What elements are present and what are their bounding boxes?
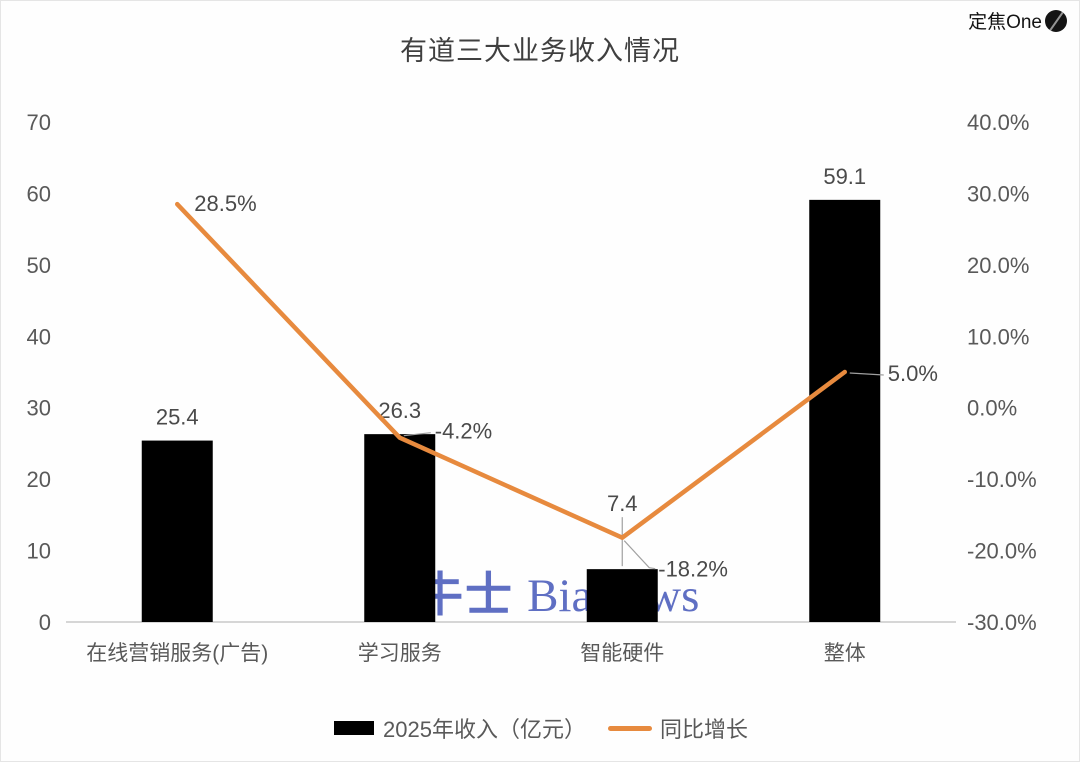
right-axis-tick-label: 0.0% [967,396,1017,421]
left-axis-tick-label: 50 [27,253,51,278]
revenue-bar [364,434,436,622]
growth-value-label: -4.2% [435,419,492,444]
category-label: 智能硬件 [580,642,664,665]
growth-value-label: 5.0% [888,361,938,386]
dingjiao-logo-icon [1045,9,1067,32]
brand-name: 定焦One [968,12,1042,33]
left-axis-tick-label: 60 [27,181,51,206]
right-axis-tick-label: 10.0% [967,324,1029,349]
right-axis-tick-label: -10.0% [967,467,1037,492]
right-axis-tick-label: -30.0% [967,610,1037,635]
right-axis-tick-label: 40.0% [967,110,1029,135]
legend-line-swatch [607,725,652,731]
brand: 定焦One [968,7,1067,34]
left-axis-tick-label: 30 [27,396,51,421]
right-axis-tick-label: 30.0% [967,181,1029,206]
bar-value-label: 25.4 [156,405,199,430]
bar-value-label: 59.1 [823,164,866,189]
legend-bar-swatch [334,721,374,735]
category-label: 在线营销服务(广告) [86,642,268,665]
growth-value-label: -18.2% [658,557,728,582]
left-axis-tick-label: 0 [39,610,51,635]
left-axis-tick-label: 40 [27,324,51,349]
bar-value-label: 7.4 [607,491,638,516]
chart-legend: 2025年收入（亿元） 同比增长 [334,712,748,744]
chart-title: 有道三大业务收入情况 [400,36,680,66]
bar-value-label: 26.3 [378,398,421,423]
growth-line [175,201,847,540]
revenue-bar [809,199,881,622]
right-axis-tick-label: 20.0% [967,253,1029,278]
left-axis-tick-label: 70 [27,110,51,135]
category-label: 学习服务 [358,642,442,665]
label-leader-line [623,540,656,570]
right-axis-tick-label: -20.0% [967,539,1037,564]
left-axis-tick-label: 10 [27,539,51,564]
revenue-bar [141,440,213,622]
growth-value-label: 28.5% [194,191,256,216]
revenue-bar [586,569,658,622]
legend-bar-label: 2025年收入（亿元） [383,717,586,742]
left-axis-tick-label: 20 [27,467,51,492]
category-label: 整体 [824,642,866,665]
legend-line-label: 同比增长 [659,717,748,742]
label-leader-line [403,432,431,437]
label-leader-line [849,372,884,376]
